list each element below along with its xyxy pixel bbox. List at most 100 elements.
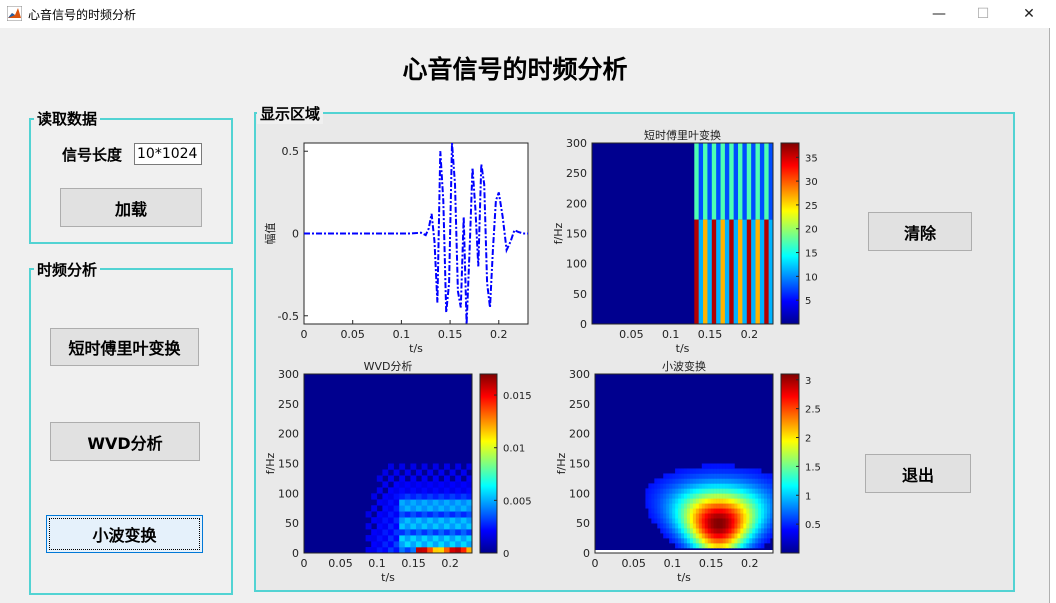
- wavelet-cell: [675, 528, 678, 533]
- wavelet-cell: [705, 488, 708, 493]
- wavelet-cell: [684, 503, 687, 508]
- wavelet-cell: [687, 528, 690, 533]
- wvd-cell: [427, 535, 433, 541]
- wvd-cell: [377, 547, 383, 553]
- wavelet-cell: [675, 468, 678, 473]
- wvd-cell: [438, 541, 444, 547]
- wvd-cell: [433, 529, 439, 535]
- wvd-cell: [466, 547, 472, 553]
- stft-ytick-label: 0: [580, 318, 587, 331]
- wavelet-cell: [660, 493, 663, 498]
- wavelet-cell: [743, 468, 746, 473]
- wavelet-cell: [740, 473, 743, 478]
- wavelet-cell: [708, 528, 711, 533]
- wavelet-cell: [675, 488, 678, 493]
- wavelet-cell: [657, 503, 660, 508]
- wavelet-cell: [723, 543, 726, 548]
- wavelet-cell: [758, 493, 761, 498]
- wvd-cell: [371, 493, 377, 499]
- wvd-cell: [433, 493, 439, 499]
- wavelet-cell: [749, 518, 752, 523]
- wavelet-title: 小波变换: [662, 359, 706, 373]
- wvd-cell: [382, 481, 388, 487]
- wavelet-cell: [687, 493, 690, 498]
- wavelet-cell: [723, 528, 726, 533]
- wavelet-cell: [651, 508, 654, 513]
- wavelet-cell: [687, 533, 690, 538]
- wavelet-cell: [767, 518, 770, 523]
- wavelet-cell: [749, 543, 752, 548]
- wavelet-cell: [743, 508, 746, 513]
- wavelet-cell: [755, 483, 758, 488]
- wavelet-cell: [734, 543, 737, 548]
- wavelet-cell: [699, 483, 702, 488]
- wvd-cell: [394, 469, 400, 475]
- wavelet-cell: [708, 488, 711, 493]
- stft-xtick-label: 0.2: [741, 328, 759, 341]
- wavelet-cell: [648, 513, 651, 518]
- wvd-cell: [427, 517, 433, 523]
- wvd-cell: [416, 505, 422, 511]
- wavelet-cell: [755, 493, 758, 498]
- wavelet-cell: [666, 523, 669, 528]
- wavelet-cell: [654, 493, 657, 498]
- wavelet-cell: [726, 513, 729, 518]
- stft-cell-lower: [747, 220, 752, 324]
- wavelet-cell: [764, 488, 767, 493]
- stft-ytick-label: 50: [573, 288, 587, 301]
- wavelet-cell: [746, 513, 749, 518]
- wavelet-cell: [734, 483, 737, 488]
- stft-xtick-label: 0.15: [698, 328, 723, 341]
- wavelet-cell: [690, 508, 693, 513]
- stft-ytick-label: 100: [566, 258, 587, 271]
- wvd-cell: [388, 505, 394, 511]
- wavelet-cell: [758, 533, 761, 538]
- stft-cell-lower: [707, 220, 712, 324]
- wavelet-cell: [734, 508, 737, 513]
- wavelet-cell: [743, 513, 746, 518]
- wavelet-cell: [729, 493, 732, 498]
- wavelet-cell: [705, 464, 708, 469]
- wavelet-cell: [764, 513, 767, 518]
- wvd-xlabel: t/s: [381, 571, 395, 584]
- wavelet-cell: [723, 503, 726, 508]
- wavelet-cell: [693, 508, 696, 513]
- wvd-cell: [461, 487, 467, 493]
- wavelet-cell: [755, 473, 758, 478]
- wavelet-cell: [711, 498, 714, 503]
- wavelet-cell: [660, 523, 663, 528]
- wavelet-cell: [767, 498, 770, 503]
- wavelet-cell: [761, 543, 764, 548]
- wvd-cell: [399, 547, 405, 553]
- wavelet-cell: [708, 503, 711, 508]
- wvd-cell: [366, 547, 372, 553]
- wavelet-ytick-label: 50: [576, 517, 590, 530]
- wavelet-cell: [752, 498, 755, 503]
- wvd-cell: [461, 517, 467, 523]
- wvd-cell: [461, 523, 467, 529]
- wavelet-cell: [675, 498, 678, 503]
- wvd-cell: [405, 499, 411, 505]
- wavelet-cell: [758, 523, 761, 528]
- wavelet-cell: [755, 518, 758, 523]
- stft-cell-upper: [760, 143, 765, 220]
- wavelet-cell: [702, 503, 705, 508]
- wavelet-cell: [720, 528, 723, 533]
- wavelet-cell: [663, 493, 666, 498]
- wvd-cell: [366, 535, 372, 541]
- wavelet-cell: [648, 508, 651, 513]
- stft-cell-lower: [712, 220, 717, 324]
- wavelet-ytick-label: 150: [569, 458, 590, 471]
- wavelet-cell: [672, 508, 675, 513]
- wavelet-cell: [740, 528, 743, 533]
- wavelet-cell: [731, 478, 734, 483]
- wvd-cell: [410, 547, 416, 553]
- wavelet-cell: [720, 488, 723, 493]
- wavelet-cell: [702, 468, 705, 473]
- wavelet-cell: [764, 478, 767, 483]
- wavelet-cell: [737, 543, 740, 548]
- wavelet-cell: [746, 498, 749, 503]
- wavelet-cell: [767, 513, 770, 518]
- wvd-cell: [371, 529, 377, 535]
